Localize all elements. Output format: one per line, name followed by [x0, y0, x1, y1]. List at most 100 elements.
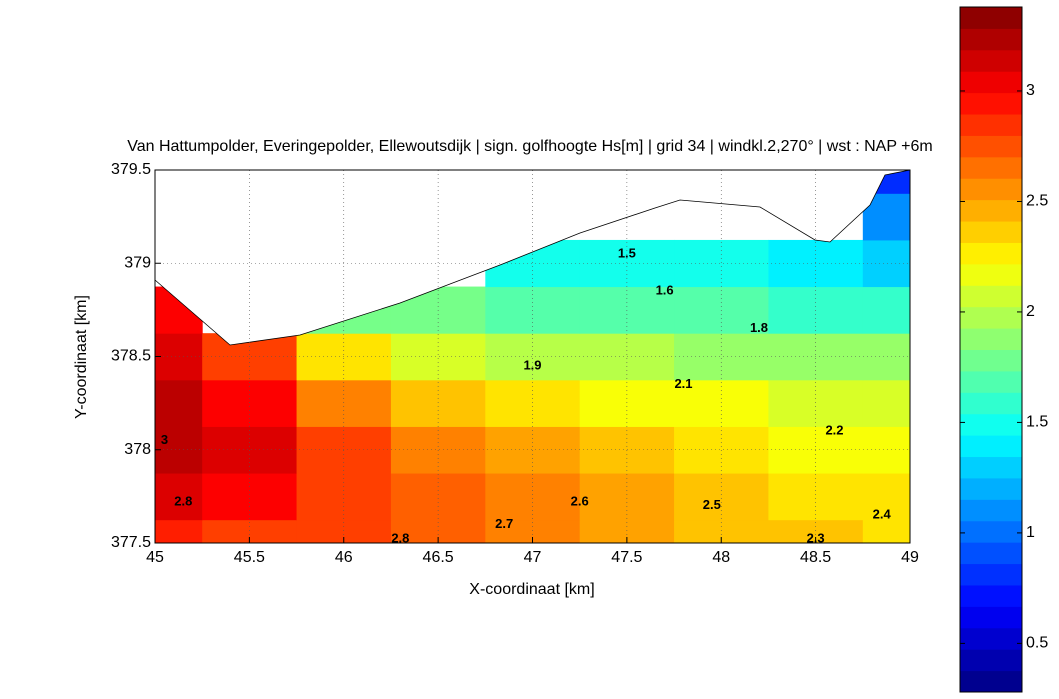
contour-label: 2.8 — [174, 493, 192, 508]
colorbar-band — [960, 349, 1022, 372]
cell — [155, 426, 203, 474]
cell — [579, 379, 675, 427]
colorbar-band — [960, 670, 1022, 693]
cell — [155, 333, 203, 381]
colorbar-frame — [959, 6, 1023, 693]
colorbar-band — [960, 542, 1022, 565]
cell — [674, 239, 769, 288]
colorbar-tick-label: 0.5 — [1026, 635, 1048, 652]
cell — [862, 286, 910, 334]
cell — [155, 519, 203, 543]
cell — [862, 473, 910, 521]
cell — [485, 519, 581, 543]
cell — [862, 239, 910, 288]
colorbar-band — [960, 392, 1022, 415]
colorbar-band — [960, 7, 1022, 29]
colorbar-band — [960, 649, 1022, 672]
colorbar-band — [960, 285, 1022, 308]
colorbar-band — [960, 563, 1022, 586]
contour-label: 2.4 — [873, 506, 892, 521]
colorbar-band — [960, 627, 1022, 650]
y-axis-label: Y-coordinaat [km] — [73, 295, 90, 419]
colorbar-band — [960, 477, 1022, 500]
colorbar-tick-label: 1.5 — [1026, 414, 1048, 431]
colorbar-band — [960, 156, 1022, 179]
x-tick-label: 46.5 — [423, 549, 454, 566]
contour-label: 3 — [161, 432, 168, 447]
cell — [296, 519, 392, 543]
contour-label: 2.7 — [495, 516, 513, 531]
x-tick-label: 46 — [335, 549, 353, 566]
cell — [579, 519, 675, 543]
cell — [862, 426, 910, 474]
colorbar-band — [960, 178, 1022, 201]
contour-label: 2.2 — [825, 423, 843, 438]
cell — [579, 473, 675, 521]
cell — [674, 333, 769, 381]
colorbar-band — [960, 263, 1022, 286]
contour-label: 2.8 — [391, 531, 409, 546]
contour-label: 1.5 — [618, 245, 636, 260]
colorbar-band — [960, 221, 1022, 243]
x-axis-label: X-coordinaat [km] — [469, 581, 594, 598]
cell — [155, 379, 203, 427]
cell — [862, 333, 910, 381]
colorbar-band — [960, 435, 1022, 458]
x-tick-label: 47 — [524, 549, 542, 566]
cell — [390, 473, 486, 521]
colorbar-band — [960, 499, 1022, 522]
y-tick-label: 378 — [124, 441, 151, 458]
contour-label: 1.9 — [523, 357, 541, 372]
contour-label: 2.1 — [674, 376, 692, 391]
cell — [485, 379, 581, 427]
colorbar-tick-label: 2.5 — [1026, 193, 1048, 210]
colorbar-band — [960, 306, 1022, 329]
chart-title: Van Hattumpolder, Everingepolder, Ellewo… — [127, 138, 933, 155]
colorbar-band — [960, 199, 1022, 222]
land-mask — [154, 169, 911, 346]
cell — [296, 379, 392, 427]
colorbar-band — [960, 456, 1022, 479]
y-tick-label: 379.5 — [111, 161, 151, 178]
cell — [390, 519, 486, 543]
colorbar-band — [960, 328, 1022, 350]
colorbar-band — [960, 135, 1022, 158]
contour-label: 2.6 — [571, 493, 589, 508]
colorbar-band — [960, 584, 1022, 607]
colorbar-band — [960, 413, 1022, 436]
colorbar-band — [960, 28, 1022, 51]
contour-label: 1.6 — [656, 283, 674, 298]
colorbar-band — [960, 49, 1022, 72]
x-tick-label: 47.5 — [611, 549, 642, 566]
cell — [674, 473, 769, 521]
colorbar-band — [960, 114, 1022, 136]
colorbar-tick-label: 2 — [1026, 303, 1035, 320]
cell — [674, 379, 769, 427]
x-tick-label: 45.5 — [234, 549, 265, 566]
cell — [862, 379, 910, 427]
cell — [768, 379, 864, 427]
x-tick-label: 48 — [712, 549, 730, 566]
colorbar-band — [960, 71, 1022, 94]
cell — [202, 519, 298, 543]
contour-label: 2.5 — [703, 497, 721, 512]
colorbar-band — [960, 92, 1022, 115]
y-tick-label: 379 — [124, 254, 151, 271]
cell — [485, 333, 581, 381]
colorbar-tick-label: 1 — [1026, 524, 1035, 541]
y-tick-label: 378.5 — [111, 348, 151, 365]
x-tick-label: 45 — [146, 549, 164, 566]
colorbar-band — [960, 242, 1022, 265]
x-tick-label: 48.5 — [800, 549, 831, 566]
plot-frame — [154, 169, 911, 544]
x-tick-label: 49 — [901, 549, 919, 566]
cell — [485, 473, 581, 521]
cell — [202, 473, 298, 521]
colorbar-band — [960, 606, 1022, 629]
y-tick-label: 377.5 — [111, 534, 151, 551]
cell — [862, 519, 910, 543]
contour-label: 1.8 — [750, 320, 768, 335]
contour-label: 2.3 — [807, 531, 825, 546]
cell — [202, 379, 298, 427]
